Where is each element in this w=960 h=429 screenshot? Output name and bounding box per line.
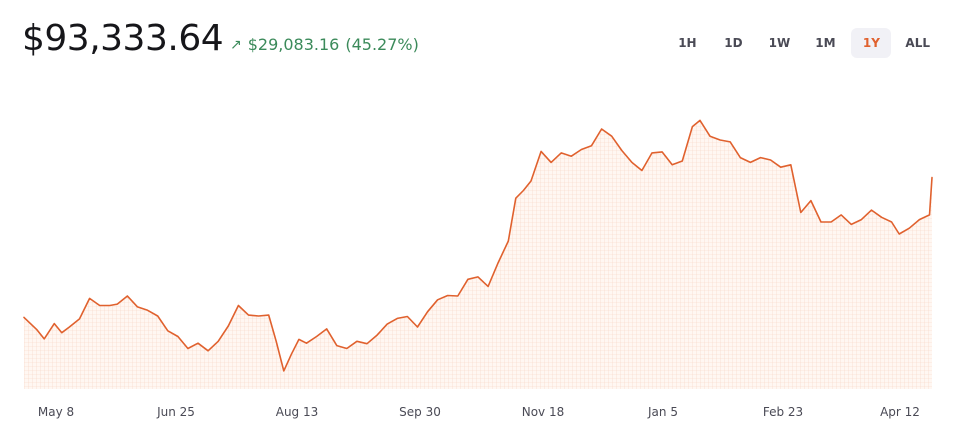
x-tick-label: Sep 30 <box>399 405 441 419</box>
x-tick-label: Jan 5 <box>647 405 678 419</box>
current-price: $93,333.64 <box>22 18 224 59</box>
price-chart-svg: May 8 Jun 25 Aug 13 Sep 30 Nov 18 Jan 5 Feb 23… <box>23 119 933 419</box>
x-tick-label: May 8 <box>38 405 74 419</box>
change-amount: $29,083.16 <box>247 35 340 54</box>
range-button-1m[interactable]: 1M <box>805 28 845 58</box>
time-range-selector: 1H 1D 1W 1M 1Y ALL <box>667 28 938 58</box>
x-tick-label: Feb 23 <box>763 405 803 419</box>
range-button-all[interactable]: ALL <box>897 28 938 58</box>
change-percent: (45.27%) <box>345 35 419 54</box>
range-button-1w[interactable]: 1W <box>759 28 799 58</box>
x-tick-label: Aug 13 <box>276 405 319 419</box>
x-tick-label: Nov 18 <box>522 405 565 419</box>
range-button-1y[interactable]: 1Y <box>851 28 892 58</box>
price-header: $93,333.64 ↗ $29,083.16 (45.27%) 1H 1D 1… <box>22 14 938 70</box>
price-chart[interactable]: May 8 Jun 25 Aug 13 Sep 30 Nov 18 Jan 5 Feb 23… <box>0 90 960 429</box>
price-change: ↗ $29,083.16 (45.27%) <box>230 35 419 54</box>
trend-up-arrow-icon: ↗ <box>230 36 242 53</box>
range-button-1h[interactable]: 1H <box>667 28 707 58</box>
range-button-1d[interactable]: 1D <box>713 28 753 58</box>
price-line <box>23 119 933 372</box>
x-axis-ticks: May 8 Jun 25 Aug 13 Sep 30 Nov 18 Jan 5 Feb 23… <box>38 405 920 419</box>
x-tick-label: Apr 12 <box>880 405 920 419</box>
area-fill <box>24 120 932 390</box>
x-tick-label: Jun 25 <box>156 405 195 419</box>
